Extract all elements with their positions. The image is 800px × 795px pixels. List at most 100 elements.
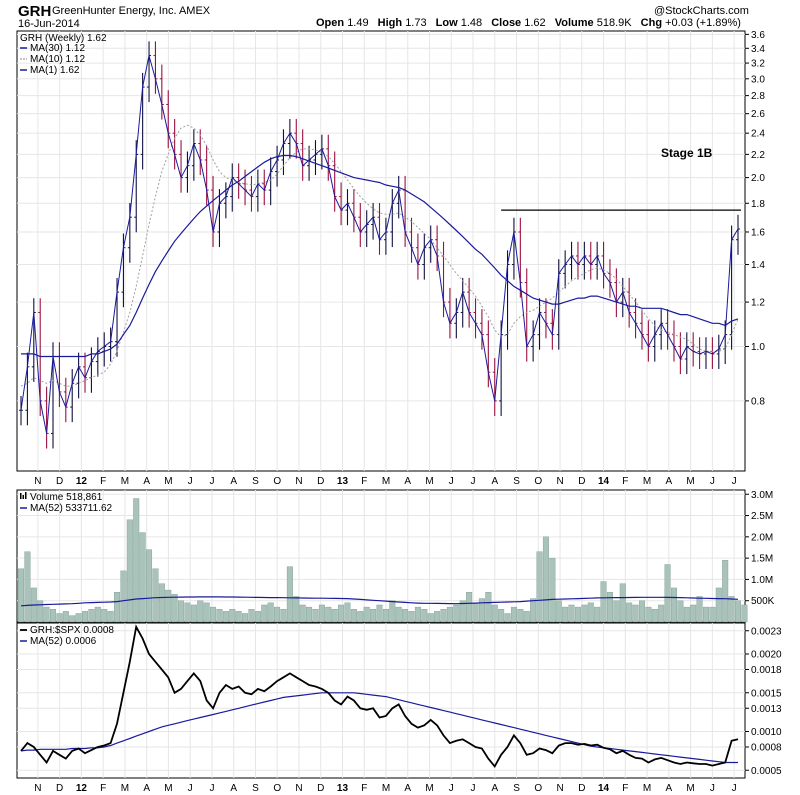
- volume-bar: [600, 581, 607, 623]
- volume-bar: [453, 604, 460, 623]
- ratio-month-label: A: [230, 783, 237, 794]
- ratio-month-label: N: [34, 783, 41, 794]
- volume-bar: [299, 604, 306, 623]
- volume-bar: [376, 604, 383, 623]
- price-month-label: F: [100, 476, 106, 487]
- volume-bar: [402, 609, 409, 623]
- ratio-month-label: N: [556, 783, 563, 794]
- ratio-month-label: 14: [598, 783, 610, 794]
- volume-bar: [222, 611, 229, 623]
- volume-bar: [114, 591, 121, 623]
- quote-strip: Open 1.49 High 1.73 Low 1.48 Close 1.62 …: [316, 17, 741, 29]
- low-value: 1.48: [460, 17, 483, 29]
- volume-bar: [459, 600, 466, 623]
- volume-bar: [248, 609, 255, 623]
- ratio-month-label: F: [100, 783, 106, 794]
- volume-bar: [286, 566, 293, 623]
- ratio-month-label: J: [209, 783, 214, 794]
- ratio-month-label: J: [710, 783, 715, 794]
- volume-y-tick-label: 2.0M: [751, 532, 773, 543]
- volume-bar: [94, 606, 101, 623]
- price-month-label: A: [491, 476, 498, 487]
- price-month-label: J: [209, 476, 214, 487]
- ratio-month-label: D: [317, 783, 324, 794]
- price-month-label: M: [121, 476, 129, 487]
- volume-bar: [728, 596, 735, 623]
- volume-bar: [677, 600, 684, 623]
- close-value: 1.62: [524, 17, 546, 29]
- price-month-label: J: [449, 476, 454, 487]
- ratio-y-tick-label: 0.0008: [751, 743, 782, 754]
- ratio-month-label: J: [732, 783, 737, 794]
- volume-bar: [472, 602, 479, 623]
- volume-bar: [683, 606, 690, 623]
- volume-bar: [530, 598, 537, 623]
- volume-bar: [594, 606, 601, 623]
- price-month-label: D: [56, 476, 63, 487]
- price-y-tick-label: 1.4: [751, 260, 765, 271]
- volume-bar: [498, 609, 505, 623]
- volume-value: 518.9K: [596, 17, 632, 29]
- price-month-label: F: [361, 476, 367, 487]
- volume-bar: [606, 591, 613, 623]
- volume-bar: [158, 583, 165, 623]
- price-y-tick-label: 3.6: [751, 30, 765, 41]
- volume-y-tick-label: 1.5M: [751, 554, 773, 565]
- volume-bar: [670, 587, 677, 623]
- volume-legend-icon: [25, 492, 27, 499]
- ratio-month-label: M: [382, 783, 390, 794]
- price-month-label: N: [556, 476, 563, 487]
- volume-bar: [658, 604, 665, 623]
- volume-bar: [229, 609, 236, 623]
- ratio-month-label: M: [425, 783, 433, 794]
- ratio-y-tick-label: 0.0013: [751, 704, 782, 715]
- ratio-legend-ma52: MA(52) 0.0006: [30, 636, 97, 647]
- ratio-month-label: A: [404, 783, 411, 794]
- volume-bar: [478, 598, 485, 623]
- ratio-month-label: O: [534, 783, 542, 794]
- volume-bar: [466, 591, 473, 623]
- open-value: 1.49: [347, 17, 369, 29]
- volume-bar: [357, 611, 364, 623]
- chg-value: +0.03 (+1.89%): [665, 17, 741, 29]
- volume-bar: [126, 519, 133, 623]
- ratio-month-label: M: [643, 783, 651, 794]
- price-legend-ma1: MA(1) 1.62: [30, 65, 80, 76]
- price-legend-ma30: MA(30) 1.12: [30, 43, 85, 54]
- volume-bar: [421, 609, 428, 623]
- volume-bar: [203, 602, 210, 623]
- ratio-month-label: M: [121, 783, 129, 794]
- volume-bar: [702, 606, 709, 623]
- ratio-month-label: O: [273, 783, 281, 794]
- volume-bar: [24, 551, 31, 623]
- volume-bar: [306, 606, 313, 623]
- ratio-y-tick-label: 0.0015: [751, 688, 782, 699]
- volume-bar: [101, 609, 108, 623]
- volume-legend-ma52: MA(52) 533711.62: [30, 503, 113, 514]
- price-month-label: D: [578, 476, 585, 487]
- ma30-line: [21, 154, 739, 358]
- volume-bar: [485, 591, 492, 623]
- high-value: 1.73: [405, 17, 427, 29]
- volume-bar: [293, 596, 300, 623]
- volume-bar: [696, 596, 703, 623]
- price-month-label: 13: [337, 476, 349, 487]
- volume-bar: [325, 606, 332, 623]
- volume-bar: [510, 606, 517, 623]
- ratio-legend-main: GRH:$SPX 0.0008: [30, 625, 114, 636]
- price-month-label: N: [295, 476, 302, 487]
- volume-bar: [504, 613, 511, 623]
- company-name: GreenHunter Energy, Inc. AMEX: [52, 5, 211, 17]
- volume-bar: [414, 606, 421, 623]
- ratio-month-label: J: [471, 783, 476, 794]
- volume-bar: [350, 609, 357, 623]
- volume-bar: [37, 600, 44, 623]
- ticker-symbol: GRH: [18, 3, 52, 20]
- volume-bar: [120, 570, 127, 623]
- ratio-month-label: J: [188, 783, 193, 794]
- volume-bar: [178, 600, 185, 623]
- price-month-label: 12: [76, 476, 88, 487]
